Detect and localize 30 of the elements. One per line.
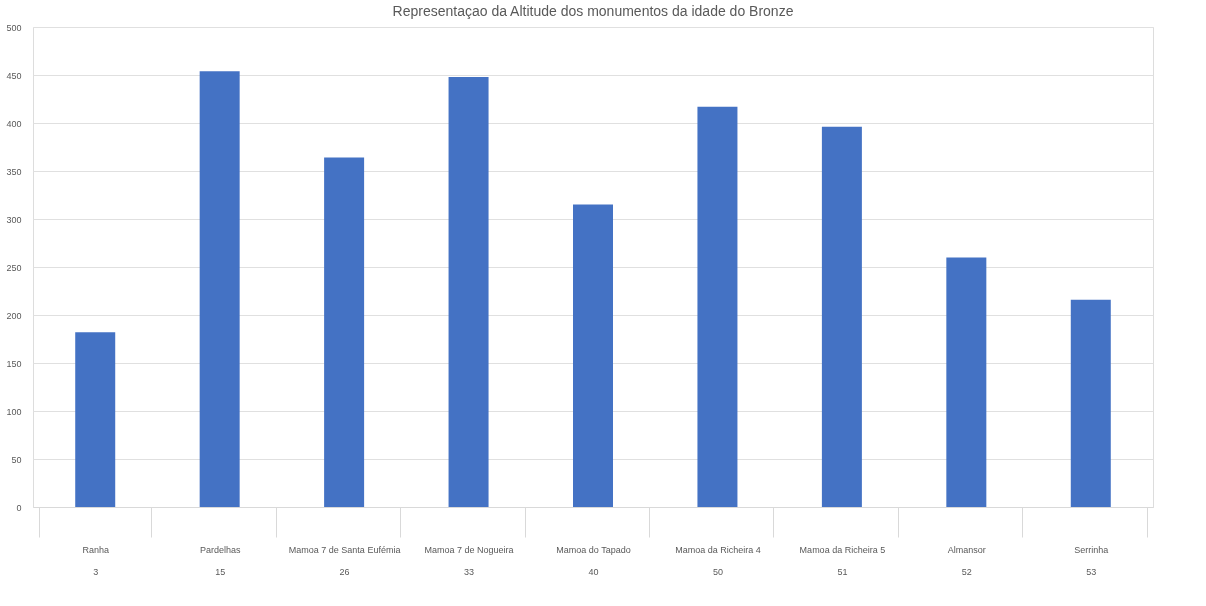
y-tick-label: 250 [6, 262, 22, 273]
bar [946, 257, 987, 507]
y-tick-label: 50 [11, 454, 22, 465]
category-label: Almansor 52 [947, 544, 986, 577]
bar [697, 106, 738, 507]
y-tick-label: 450 [6, 70, 22, 81]
bar [448, 76, 489, 507]
y-tick-label: 300 [6, 214, 22, 225]
y-tick-label: 350 [6, 166, 22, 177]
category-label: Mamoa da Richeira 5 51 [799, 544, 886, 577]
category-label: Ranha 3 [82, 544, 109, 577]
y-tick-label: 150 [6, 358, 22, 369]
category-label: Pardelhas 15 [199, 544, 241, 577]
bar [199, 71, 240, 507]
bar [821, 126, 862, 507]
y-tick-label: 500 [6, 22, 22, 33]
category-label: Serrinha 53 [1074, 544, 1109, 577]
chart-title: Representaçao da Altitude dos monumentos da idade do Bronze [392, 3, 794, 19]
category-label: Mamoa do Tapado 40 [556, 544, 631, 577]
bar [75, 332, 116, 507]
y-tick-label: 200 [6, 310, 22, 321]
bar [324, 157, 365, 507]
bar [573, 204, 613, 507]
category-label: Mamoa da Richeira 4 50 [675, 544, 761, 577]
y-tick-label: 400 [6, 118, 22, 129]
y-tick-label: 0 [16, 502, 22, 513]
category-label: Mamoa 7 de Nogueira 33 [424, 544, 514, 577]
y-tick-label: 100 [6, 406, 22, 417]
bar [1070, 299, 1111, 507]
category-label: Mamoa 7 de Santa Eufémia 26 [288, 544, 401, 577]
